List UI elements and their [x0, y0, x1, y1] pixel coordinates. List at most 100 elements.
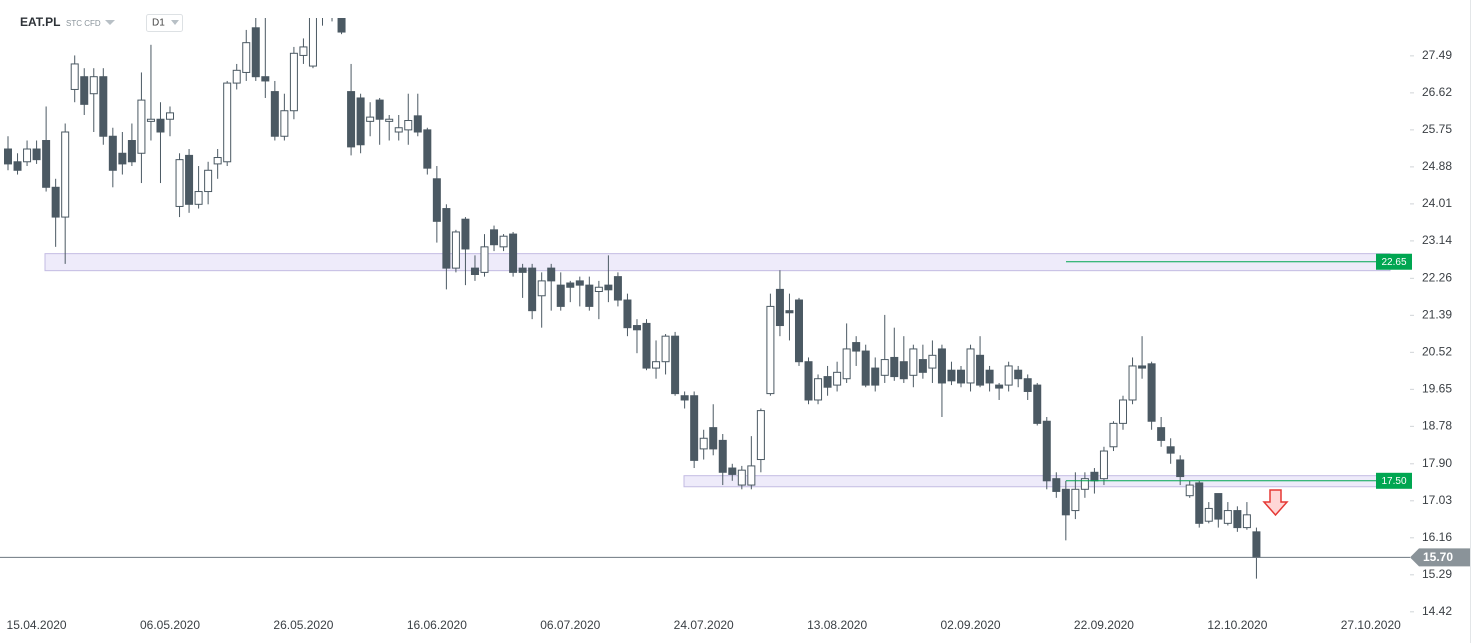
candle-body [1157, 427, 1166, 441]
candle-body [270, 91, 279, 137]
y-tick-label: 21.39 [1422, 308, 1452, 322]
candle-body [623, 299, 632, 329]
candle-body [814, 378, 823, 401]
last-price-label: 15.70 [1423, 550, 1453, 564]
candle-body [918, 359, 927, 373]
x-tick-label: 24.07.2020 [674, 618, 734, 632]
y-tick-label: 23.14 [1422, 233, 1452, 247]
candle-body [289, 52, 298, 112]
level-tag [1376, 253, 1412, 270]
candle-body [794, 299, 803, 363]
candle-body [366, 116, 375, 122]
candle-body [1042, 420, 1051, 482]
y-tick-label: 16.16 [1422, 530, 1452, 544]
x-tick-label: 02.09.2020 [940, 618, 1000, 632]
candle-body [661, 335, 670, 363]
x-tick-label: 22.09.2020 [1074, 618, 1134, 632]
candle-body [175, 159, 184, 207]
candle-body [375, 99, 384, 120]
down-arrow [1262, 489, 1289, 517]
candle-body [232, 69, 241, 84]
candle-body [518, 267, 527, 273]
candle-body [1109, 422, 1118, 448]
candle-body [4, 148, 12, 165]
candle-body [23, 148, 32, 163]
y-tick-label: 24.01 [1422, 196, 1452, 210]
candle-body [680, 395, 689, 401]
candle-body [880, 359, 889, 376]
candle-body [80, 76, 89, 105]
candle-body [985, 369, 994, 384]
candle-body [833, 371, 842, 386]
candle-body [51, 186, 60, 218]
candle-body [280, 110, 289, 137]
y-tick-label: 26.62 [1422, 85, 1452, 99]
candle-body [1242, 514, 1251, 529]
interval: D1 [152, 18, 165, 29]
candle-body [185, 154, 194, 205]
x-tick-label: 06.05.2020 [140, 618, 200, 632]
candle-body [566, 282, 575, 288]
candle-body [70, 63, 79, 90]
candle-body [127, 140, 136, 163]
candle-body [442, 208, 451, 269]
x-tick-label: 06.07.2020 [540, 618, 600, 632]
candle-body [842, 348, 851, 380]
y-tick-label: 22.26 [1422, 270, 1452, 284]
candle-body [1128, 365, 1137, 401]
candle-body [528, 267, 537, 312]
candle-body [728, 467, 737, 475]
candle-body [261, 76, 270, 82]
candle-body [652, 361, 661, 369]
candle-body [1061, 488, 1070, 516]
candle-body [385, 118, 394, 122]
candle-body [118, 152, 127, 165]
y-tick-label: 27.49 [1422, 48, 1452, 62]
candle-body [766, 305, 775, 395]
candle-body [1033, 384, 1042, 424]
candle-body [861, 350, 870, 386]
market-dropdown[interactable] [105, 20, 115, 25]
candle-body [613, 276, 622, 301]
candle-body [13, 161, 22, 171]
level-label: 17.50 [1381, 476, 1406, 487]
last-price-tag [1410, 548, 1470, 567]
candle-body [480, 246, 489, 273]
candle-body [632, 325, 641, 331]
candle-body [852, 342, 861, 352]
candle-body [137, 99, 146, 154]
candle-body [108, 135, 117, 171]
candle-body [594, 286, 603, 293]
candle-body [718, 439, 727, 473]
candle-body [747, 465, 756, 486]
candle-body [1195, 482, 1204, 524]
candle-body [785, 310, 794, 314]
interval-box[interactable] [146, 14, 183, 32]
candle-body [404, 120, 413, 131]
candle-body [223, 82, 232, 163]
candle-body [928, 354, 937, 369]
candle-body [337, 18, 346, 33]
candle-body [1176, 459, 1185, 478]
candle-body [146, 118, 155, 122]
candle-body [61, 131, 70, 218]
x-tick-label: 16.06.2020 [407, 618, 467, 632]
candle-body [699, 437, 708, 450]
x-tick-label: 26.05.2020 [273, 618, 333, 632]
symbol: EAT.PL [20, 15, 60, 29]
candle-body [1052, 478, 1061, 492]
x-tick-label: 27.10.2020 [1341, 618, 1401, 632]
candle-body [1119, 399, 1128, 424]
candle-body [1138, 365, 1147, 369]
candle-body [213, 157, 222, 165]
candle-body [995, 384, 1004, 389]
candle-body [204, 169, 213, 193]
candle-body [547, 267, 556, 282]
candle-body [575, 280, 584, 286]
candle-body [299, 46, 308, 56]
candle-body [251, 27, 260, 78]
candle-body [432, 178, 441, 222]
candle-body [166, 112, 175, 120]
candle-body [509, 233, 518, 273]
